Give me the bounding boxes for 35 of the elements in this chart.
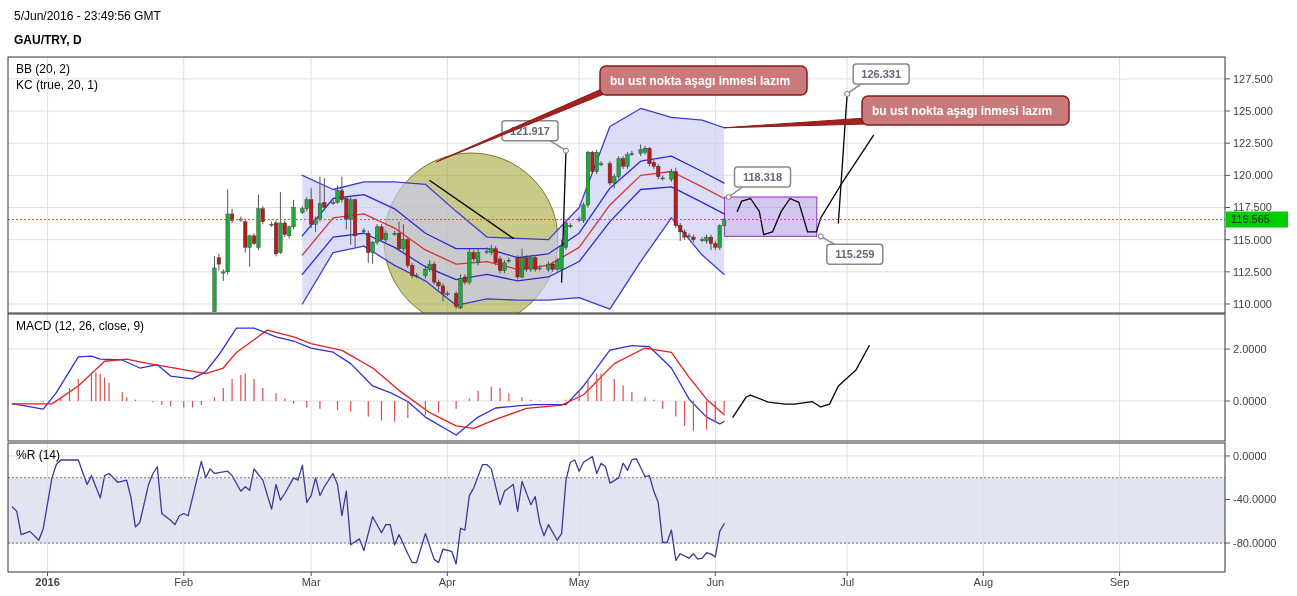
ref-line-label: 116.565 bbox=[1231, 213, 1270, 226]
y-tick-label: 117.500 bbox=[1233, 201, 1272, 214]
y-tick-label: 2.0000 bbox=[1233, 342, 1267, 355]
y-tick-label: 115.000 bbox=[1233, 233, 1272, 246]
chart-title: MACD (12, 26, close, 9) bbox=[16, 319, 145, 333]
y-tick-label: -80.0000 bbox=[1233, 536, 1277, 549]
x-tick-label: Sep bbox=[1109, 576, 1130, 588]
text: %R (14) bbox=[16, 448, 61, 462]
x-tick-label: Jun bbox=[706, 576, 725, 588]
y-tick-label: 120.000 bbox=[1233, 169, 1273, 182]
annotation: 118.318 bbox=[742, 170, 783, 183]
x-tick-label: Feb bbox=[174, 576, 194, 588]
y-tick-label: 0.0000 bbox=[1233, 449, 1267, 462]
y-tick-label: 127.500 bbox=[1233, 72, 1273, 85]
annotation: 126.331 bbox=[861, 67, 902, 80]
chart-title: GAU/TRY, D bbox=[14, 33, 82, 47]
y-tick-label: -40.0000 bbox=[1233, 493, 1277, 506]
x-tick-label: Jul bbox=[840, 576, 855, 588]
annotation: bu ust nokta aşagı inmesi lazım bbox=[872, 104, 1053, 118]
x-tick-label: May bbox=[568, 576, 591, 588]
y-tick-label: 112.500 bbox=[1233, 265, 1272, 278]
annotation: BB (20, 2) bbox=[16, 62, 71, 76]
y-tick-label: 125.000 bbox=[1233, 104, 1273, 117]
text: 5/Jun/2016 - 23:49:56 GMT bbox=[14, 9, 162, 23]
annotation: 121.917 bbox=[510, 124, 550, 137]
annotation: 115.259 bbox=[835, 248, 875, 261]
y-tick-label: 110.000 bbox=[1233, 297, 1272, 310]
annotation: bu ust nokta aşagı inmesi lazım bbox=[610, 74, 791, 88]
x-tick-label: Mar bbox=[301, 576, 321, 588]
y-tick-label: 122.500 bbox=[1233, 137, 1273, 150]
y-tick-label: 0.0000 bbox=[1233, 394, 1267, 407]
annotation: KC (true, 20, 1) bbox=[16, 78, 99, 92]
x-tick-label: Apr bbox=[438, 576, 457, 588]
x-tick-label: 2016 bbox=[35, 576, 60, 588]
x-tick-label: Aug bbox=[973, 576, 994, 588]
